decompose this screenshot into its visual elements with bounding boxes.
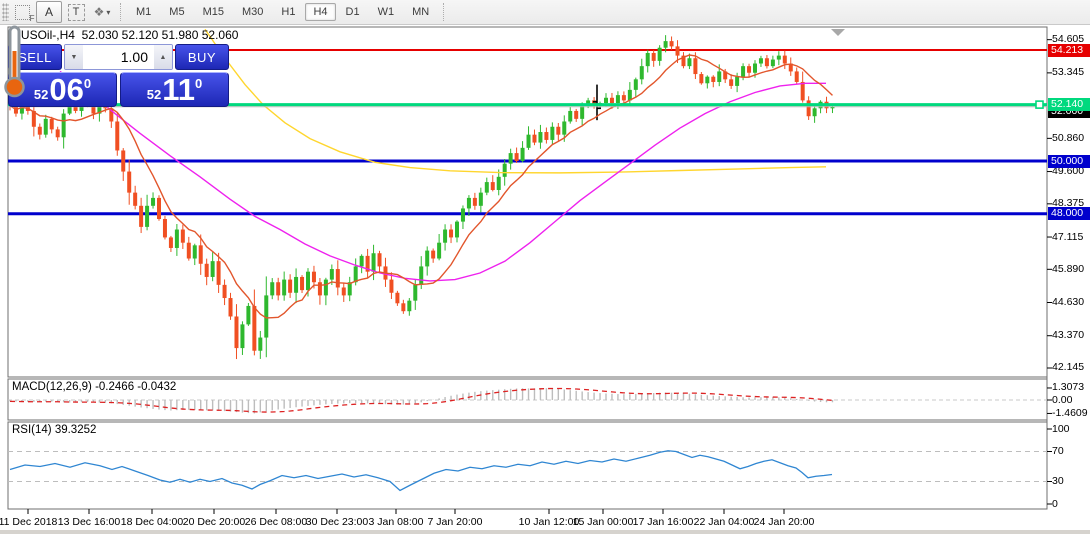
volume-down-button[interactable]: ▼ — [65, 45, 83, 69]
arrow-tool-button[interactable]: A — [36, 1, 62, 23]
chart-window[interactable]: ▲USOil-,H4 52.030 52.120 51.980 52.060 S… — [0, 25, 1090, 534]
buy-price-prefix: 52 — [146, 87, 162, 102]
text-tool-icon: T — [67, 3, 85, 21]
volume-stepper: ▼ 1.00 ▲ — [64, 44, 173, 70]
price-axis-tick: 54.605 — [1052, 33, 1085, 46]
time-axis-label: 11 Dec 2018 — [0, 516, 58, 528]
price-axis-tick: 50.860 — [1052, 131, 1085, 144]
toolbar-grip[interactable] — [2, 3, 9, 21]
sma-fast-red — [9, 54, 833, 319]
sell-price-big: 06 — [49, 71, 84, 107]
sell-price-prefix: 52 — [33, 87, 49, 102]
price-axis-tick: 53.345 — [1052, 66, 1085, 79]
sma-mid-magenta — [59, 70, 826, 282]
toolbar: F A T ❖ ▾ M1 M5 M15 M30 H1 H4 D1 W1 MN — [0, 0, 1090, 25]
toolbar-separator — [120, 3, 122, 21]
rsi-axis-tick: 70 — [1052, 445, 1064, 457]
time-axis-label: 3 Jan 08:00 — [368, 516, 424, 528]
time-axis-label: 13 Dec 16:00 — [57, 516, 121, 528]
one-click-trading-panel: SELL ▼ 1.00 ▲ BUY 52 06 0 52 11 0 — [8, 44, 229, 107]
rsi-label: RSI(14) 39.3252 — [12, 424, 97, 436]
timeframe-m15[interactable]: M15 — [202, 6, 224, 18]
time-axis-label: 30 Dec 23:00 — [305, 516, 369, 528]
window-bottom-edge — [0, 530, 1090, 534]
timeframe-m1[interactable]: M1 — [136, 6, 152, 18]
rsi-axis-tick: 100 — [1052, 422, 1070, 435]
timeframe-d1[interactable]: D1 — [345, 6, 360, 18]
macd-label: MACD(12,26,9) -0.2466 -0.0432 — [12, 381, 177, 393]
time-axis-label: 15 Jan 00:00 — [572, 516, 634, 528]
dropdown-caret-icon: ▾ — [106, 7, 111, 17]
chart-title: ▲USOil-,H4 52.030 52.120 51.980 52.060 — [10, 28, 238, 42]
price-badge: 48.000 — [1048, 207, 1090, 221]
rsi-axis-tick: 30 — [1052, 475, 1064, 487]
price-axis-tick: 48.375 — [1052, 197, 1085, 210]
time-axis-label: 26 Dec 08:00 — [244, 516, 308, 528]
text-tool-button[interactable]: T — [64, 1, 88, 23]
macd-signal-line — [9, 387, 833, 413]
sell-price-display[interactable]: 52 06 0 — [8, 72, 117, 107]
symbol-period: USOil-,H4 — [20, 28, 75, 42]
rsi-line — [9, 450, 833, 492]
cursor-icon: ❖ — [93, 5, 105, 19]
timeframe-h4[interactable]: H4 — [305, 3, 336, 21]
timeframe-h1[interactable]: H1 — [281, 6, 296, 18]
volume-input[interactable]: 1.00 — [120, 49, 148, 65]
snap-grid-button[interactable]: F — [10, 1, 35, 23]
time-axis-label: 7 Jan 20:00 — [427, 516, 483, 528]
buy-button[interactable]: BUY — [175, 44, 229, 70]
timeframe-w1[interactable]: W1 — [377, 6, 395, 18]
time-axis-label: 18 Dec 04:00 — [120, 516, 184, 528]
dotted-grid-icon: F — [14, 4, 35, 23]
caret-up-icon: ▲ — [159, 53, 167, 61]
sell-price-sup: 0 — [83, 76, 92, 91]
price-axis-tick: 45.890 — [1052, 262, 1085, 275]
letter-a-icon: A — [44, 5, 53, 19]
timeframe-buttons: M1 M5 M15 M30 H1 H4 D1 W1 MN — [127, 3, 438, 21]
caret-down-icon: ▼ — [70, 53, 78, 61]
chart-shift-marker — [831, 29, 845, 36]
time-axis-label: 22 Jan 04:00 — [693, 516, 755, 528]
drawing-tools-button[interactable]: ❖ ▾ — [90, 1, 114, 23]
buy-price-big: 11 — [162, 71, 195, 107]
buy-price-sup: 0 — [195, 76, 203, 91]
timeframe-m30[interactable]: M30 — [241, 6, 264, 18]
buy-price-display[interactable]: 52 11 0 — [120, 72, 229, 107]
ohlc-values: 52.030 52.120 51.980 52.060 — [81, 28, 239, 42]
toolbar-separator — [443, 3, 445, 21]
time-axis-label: 24 Jan 20:00 — [753, 516, 815, 528]
time-axis-label: 20 Dec 20:00 — [182, 516, 246, 528]
volume-up-button[interactable]: ▲ — [154, 45, 172, 69]
price-badge: 54.213 — [1048, 43, 1090, 57]
axis-ticks — [27, 39, 1052, 514]
price-badge: 52.140 — [1048, 98, 1090, 112]
price-axis-tick: 47.115 — [1052, 230, 1084, 243]
rsi-axis-tick: 0 — [1052, 497, 1058, 510]
price-axis-tick: 49.600 — [1052, 165, 1085, 178]
thermometer-icon[interactable] — [0, 25, 30, 105]
price-axis-tick: 42.145 — [1052, 361, 1085, 374]
time-axis-label: 10 Jan 12:00 — [518, 516, 580, 528]
macd-axis-tick: -1.4609 — [1052, 406, 1088, 419]
price-axis-tick: 43.370 — [1052, 329, 1085, 342]
timeframe-mn[interactable]: MN — [412, 6, 430, 18]
macd-axis-tick: 0.00 — [1052, 393, 1073, 406]
selected-ohlc-bar — [593, 84, 601, 121]
macd-axis-tick: 1.3073 — [1052, 381, 1085, 394]
rsi-pane — [8, 450, 1047, 492]
sma-slow-yellow — [204, 28, 827, 174]
time-axis-label: 17 Jan 16:00 — [632, 516, 694, 528]
macd-pane — [8, 387, 1047, 414]
price-axis-tick: 44.630 — [1052, 296, 1085, 308]
timeframe-m5[interactable]: M5 — [169, 6, 185, 18]
price-badge: 50.000 — [1048, 154, 1090, 168]
